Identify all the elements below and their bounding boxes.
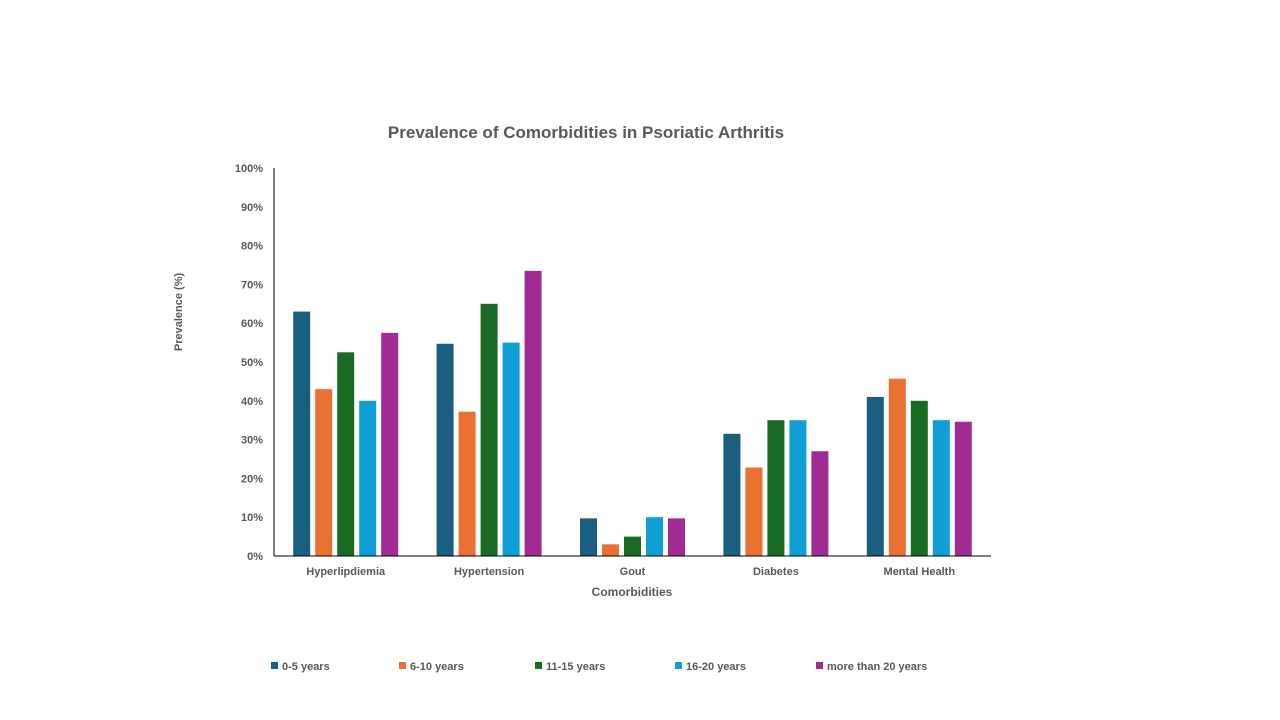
bar [337, 352, 355, 556]
bar [480, 303, 498, 556]
bar [502, 342, 520, 556]
bar [767, 420, 785, 556]
y-tick-label: 40% [241, 396, 263, 408]
bar [436, 343, 454, 556]
legend-item: more than 20 years [816, 661, 927, 673]
y-tick-label: 30% [241, 435, 263, 447]
y-tick-label: 70% [241, 279, 263, 291]
bar [668, 518, 685, 556]
y-axis-ticks: 0% 10% 20% 30% 40% 50% 60% 70% 80% 90% 100% [235, 163, 263, 563]
bar [910, 400, 928, 556]
legend-swatch [816, 662, 823, 669]
bar [315, 389, 333, 556]
bar [745, 467, 763, 556]
bar [723, 433, 741, 556]
legend-item: 16-20 years [675, 661, 746, 673]
legend-item: 0-5 years [271, 661, 330, 673]
x-tick-label: Hypertension [454, 566, 525, 578]
y-tick-label: 0% [247, 551, 263, 563]
y-axis-title: Prevalence (%) [173, 273, 185, 352]
bar [458, 411, 476, 556]
bar [524, 270, 542, 556]
x-tick-label: Mental Health [884, 566, 956, 578]
legend-swatch [675, 662, 682, 669]
legend-item: 11-15 years [535, 661, 605, 673]
x-tick-label: Hyperlipdiemia [306, 566, 386, 578]
legend-swatch [271, 662, 278, 669]
legend-label: 16-20 years [686, 661, 746, 673]
legend-label: 0-5 years [282, 661, 330, 673]
legend: 0-5 years 6-10 years 11-15 years 16-20 year… [271, 661, 927, 673]
bar [359, 400, 377, 556]
x-axis-ticks: Hyperlipdiemia Hypertension Gout Diabetes Me… [306, 566, 955, 578]
legend-swatch [399, 662, 406, 669]
bar [602, 544, 619, 556]
legend-label: more than 20 years [827, 661, 927, 673]
bar [866, 396, 884, 556]
bar [811, 451, 829, 556]
bar [293, 311, 311, 556]
y-tick-label: 80% [241, 241, 263, 253]
bar [888, 378, 906, 556]
x-axis-title: Comorbidities [592, 585, 673, 599]
bar [646, 517, 663, 556]
legend-label: 11-15 years [546, 661, 605, 673]
legend-label: 6-10 years [410, 661, 464, 673]
legend-swatch [535, 662, 542, 669]
bar [954, 421, 972, 556]
bar [932, 420, 950, 556]
chart-title: Prevalence of Comorbidities in Psoriatic… [388, 123, 784, 142]
bar [624, 536, 641, 556]
y-tick-label: 90% [241, 202, 263, 214]
y-tick-label: 100% [235, 163, 263, 175]
x-tick-label: Gout [620, 566, 646, 578]
bar [580, 518, 597, 556]
y-tick-label: 60% [241, 318, 263, 330]
x-tick-label: Diabetes [753, 566, 799, 578]
legend-item: 6-10 years [399, 661, 464, 673]
bar [789, 420, 807, 556]
y-tick-label: 50% [241, 357, 263, 369]
y-tick-label: 20% [241, 473, 263, 485]
bar [381, 332, 399, 556]
y-tick-label: 10% [241, 512, 263, 524]
bars [293, 270, 972, 556]
